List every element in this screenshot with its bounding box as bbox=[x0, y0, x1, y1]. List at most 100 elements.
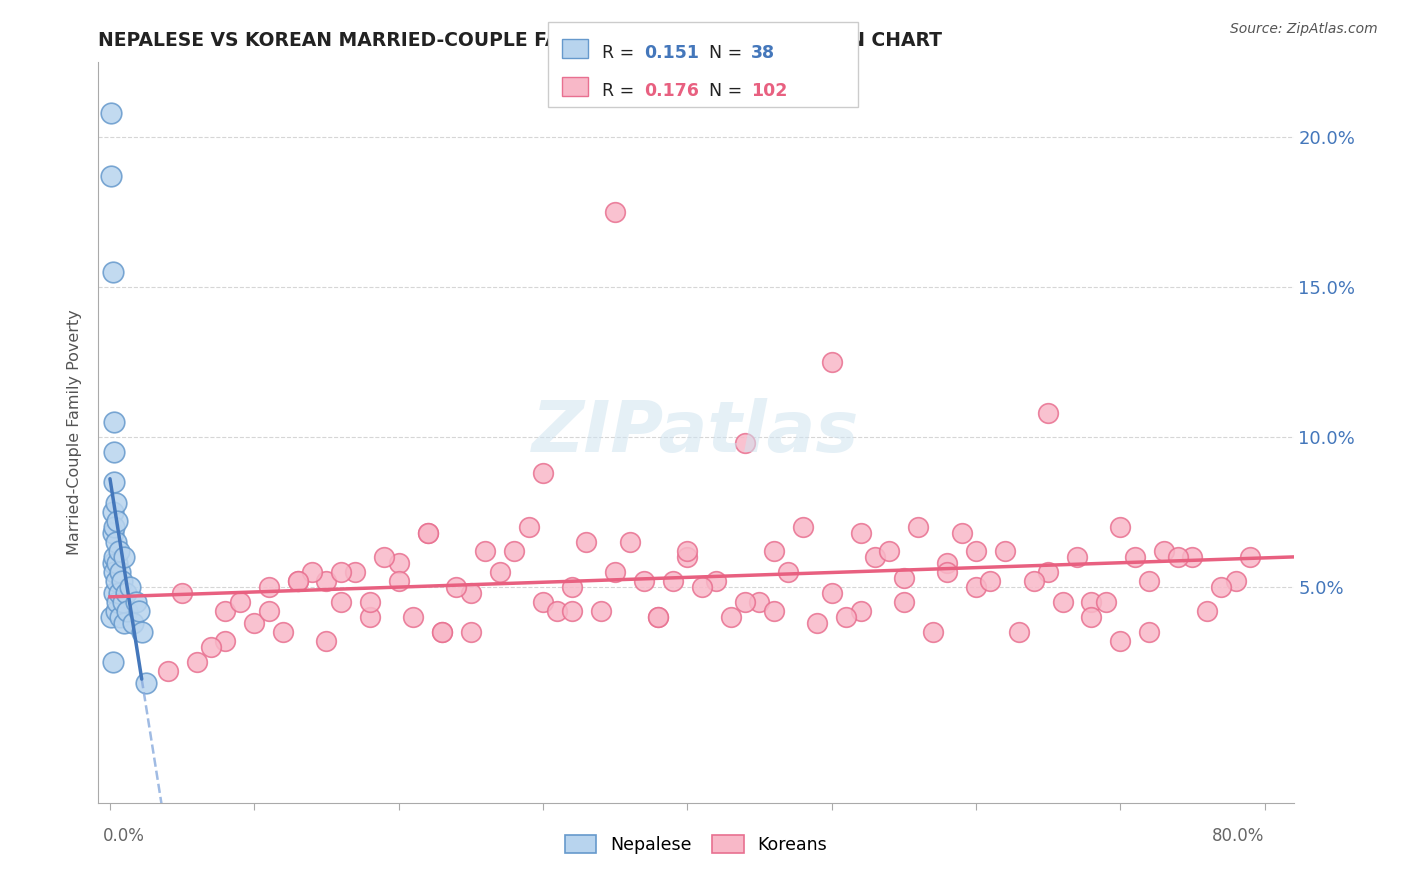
Point bbox=[619, 535, 641, 549]
Text: N =: N = bbox=[709, 82, 748, 100]
Point bbox=[388, 574, 411, 588]
Point bbox=[103, 586, 125, 600]
Point bbox=[704, 574, 727, 588]
Point bbox=[200, 640, 222, 654]
Point bbox=[734, 436, 756, 450]
Point bbox=[762, 544, 785, 558]
Point bbox=[101, 556, 124, 570]
Point bbox=[100, 169, 122, 184]
Point bbox=[460, 624, 482, 639]
Legend: Nepalese, Koreans: Nepalese, Koreans bbox=[558, 828, 834, 861]
Point bbox=[1109, 634, 1132, 648]
Point bbox=[575, 535, 598, 549]
Point bbox=[301, 565, 323, 579]
Text: 80.0%: 80.0% bbox=[1212, 827, 1264, 845]
Point bbox=[156, 664, 179, 678]
Text: 38: 38 bbox=[751, 44, 775, 62]
Point bbox=[979, 574, 1001, 588]
Point bbox=[104, 496, 127, 510]
Point bbox=[503, 544, 526, 558]
Point bbox=[112, 615, 135, 630]
Point bbox=[633, 574, 655, 588]
Point bbox=[117, 604, 139, 618]
Point bbox=[1181, 549, 1204, 564]
Point bbox=[329, 595, 352, 609]
Point bbox=[103, 565, 125, 579]
Point bbox=[1095, 595, 1118, 609]
Point bbox=[1080, 595, 1102, 609]
Point bbox=[806, 615, 828, 630]
Point bbox=[561, 580, 583, 594]
Point bbox=[359, 595, 381, 609]
Point bbox=[135, 676, 157, 690]
Point bbox=[104, 604, 127, 618]
Point bbox=[104, 535, 127, 549]
Point bbox=[108, 565, 131, 579]
Point bbox=[315, 634, 337, 648]
Point bbox=[460, 586, 482, 600]
Point bbox=[1195, 604, 1218, 618]
Point bbox=[105, 514, 128, 528]
Point bbox=[229, 595, 252, 609]
Point bbox=[778, 565, 800, 579]
Point bbox=[115, 586, 138, 600]
Point bbox=[531, 595, 554, 609]
Point bbox=[690, 580, 713, 594]
Point bbox=[416, 526, 439, 541]
Point bbox=[1123, 549, 1146, 564]
Point bbox=[104, 574, 127, 588]
Text: 0.176: 0.176 bbox=[644, 82, 699, 100]
Text: Source: ZipAtlas.com: Source: ZipAtlas.com bbox=[1230, 22, 1378, 37]
Point bbox=[101, 505, 124, 519]
Point bbox=[388, 556, 411, 570]
Y-axis label: Married-Couple Family Poverty: Married-Couple Family Poverty bbox=[67, 310, 83, 556]
Point bbox=[446, 580, 468, 594]
Point bbox=[893, 595, 915, 609]
Point bbox=[748, 595, 770, 609]
Point bbox=[100, 106, 122, 120]
Point bbox=[488, 565, 510, 579]
Point bbox=[863, 549, 886, 564]
Point bbox=[1052, 595, 1074, 609]
Point bbox=[1137, 624, 1160, 639]
Point bbox=[1008, 624, 1031, 639]
Point bbox=[105, 556, 128, 570]
Point bbox=[287, 574, 309, 588]
Point bbox=[125, 595, 148, 609]
Point bbox=[965, 544, 987, 558]
Point bbox=[103, 475, 125, 489]
Point bbox=[103, 520, 125, 534]
Point bbox=[101, 655, 124, 669]
Text: 0.0%: 0.0% bbox=[103, 827, 145, 845]
Point bbox=[820, 355, 842, 369]
Point bbox=[936, 556, 959, 570]
Point bbox=[561, 604, 583, 618]
Text: NEPALESE VS KOREAN MARRIED-COUPLE FAMILY POVERTY CORRELATION CHART: NEPALESE VS KOREAN MARRIED-COUPLE FAMILY… bbox=[98, 30, 942, 50]
Point bbox=[107, 544, 129, 558]
Point bbox=[329, 565, 352, 579]
Point bbox=[820, 586, 842, 600]
Point bbox=[128, 604, 150, 618]
Point bbox=[879, 544, 901, 558]
Point bbox=[103, 549, 125, 564]
Point bbox=[103, 445, 125, 459]
Point bbox=[531, 466, 554, 480]
Point bbox=[517, 520, 540, 534]
Point bbox=[172, 586, 194, 600]
Point bbox=[1225, 574, 1247, 588]
Point bbox=[402, 610, 425, 624]
Point bbox=[849, 526, 872, 541]
Point bbox=[589, 604, 612, 618]
Point bbox=[112, 549, 135, 564]
Point bbox=[120, 580, 142, 594]
Point bbox=[1239, 549, 1261, 564]
Point bbox=[101, 265, 124, 279]
Point bbox=[1022, 574, 1045, 588]
Point bbox=[662, 574, 685, 588]
Text: R =: R = bbox=[602, 44, 640, 62]
Point bbox=[1109, 520, 1132, 534]
Point bbox=[105, 595, 128, 609]
Point bbox=[1211, 580, 1233, 594]
Point bbox=[107, 586, 129, 600]
Point bbox=[936, 565, 959, 579]
